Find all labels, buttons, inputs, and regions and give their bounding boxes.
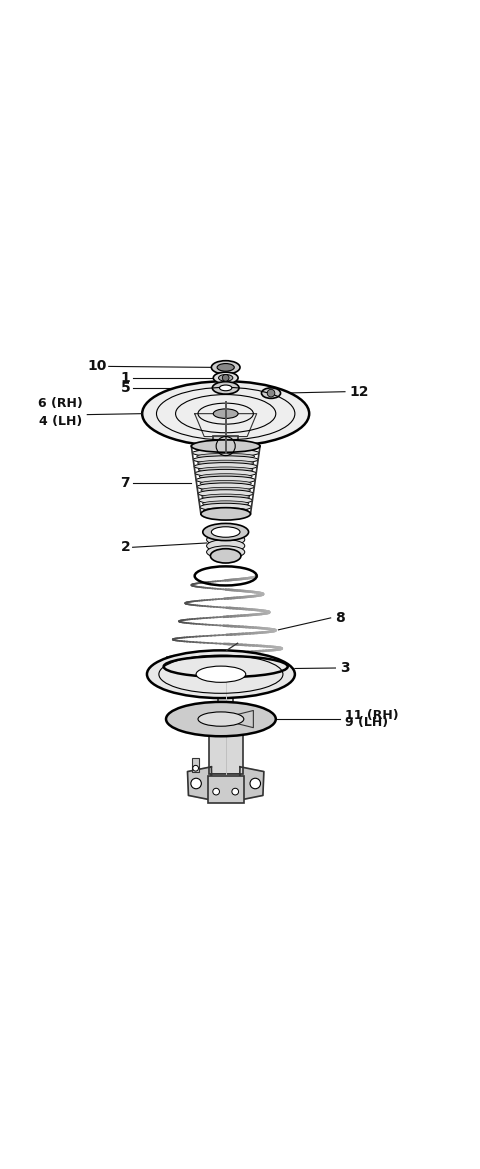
Circle shape [213, 788, 219, 795]
Ellipse shape [196, 476, 255, 484]
Ellipse shape [262, 388, 281, 399]
Bar [192, 759, 199, 772]
Text: 12: 12 [350, 385, 369, 399]
Ellipse shape [201, 487, 251, 493]
Ellipse shape [217, 364, 234, 372]
Text: 7: 7 [120, 476, 130, 490]
Text: 1: 1 [120, 371, 130, 385]
Circle shape [267, 389, 275, 397]
Ellipse shape [218, 374, 233, 381]
Ellipse shape [194, 463, 257, 470]
Text: 11 (RH): 11 (RH) [345, 710, 398, 722]
Bar [213, 436, 238, 452]
Ellipse shape [199, 473, 252, 479]
Ellipse shape [211, 527, 240, 538]
Circle shape [193, 766, 199, 772]
Ellipse shape [213, 372, 238, 383]
Text: 9 (LH): 9 (LH) [345, 717, 388, 729]
Circle shape [191, 779, 201, 789]
Circle shape [250, 779, 261, 789]
Text: 3: 3 [340, 660, 350, 675]
Ellipse shape [206, 540, 245, 552]
Polygon shape [238, 711, 253, 727]
Ellipse shape [198, 466, 253, 472]
Ellipse shape [202, 494, 250, 500]
Ellipse shape [212, 382, 239, 394]
Ellipse shape [219, 385, 232, 390]
Polygon shape [239, 767, 264, 801]
Ellipse shape [206, 546, 245, 559]
Ellipse shape [195, 470, 256, 477]
Ellipse shape [204, 507, 248, 513]
Ellipse shape [197, 483, 254, 491]
Text: 8: 8 [336, 611, 345, 625]
Ellipse shape [192, 449, 259, 457]
Ellipse shape [206, 533, 245, 546]
Ellipse shape [203, 524, 249, 540]
Text: 2: 2 [120, 540, 130, 554]
Ellipse shape [201, 507, 251, 520]
Ellipse shape [200, 504, 252, 511]
Ellipse shape [199, 497, 252, 504]
Ellipse shape [198, 712, 244, 726]
Ellipse shape [193, 456, 258, 463]
Ellipse shape [197, 454, 255, 459]
Ellipse shape [192, 440, 260, 452]
Ellipse shape [142, 381, 309, 447]
Polygon shape [195, 414, 257, 436]
Bar [208, 705, 243, 774]
Text: 6 (RH)
4 (LH): 6 (RH) 4 (LH) [38, 397, 83, 428]
Circle shape [232, 788, 239, 795]
Ellipse shape [198, 490, 253, 497]
Text: 5: 5 [120, 381, 130, 395]
Bar [207, 776, 244, 803]
Ellipse shape [200, 480, 252, 486]
Ellipse shape [196, 447, 255, 452]
Ellipse shape [203, 500, 249, 506]
Polygon shape [188, 767, 212, 801]
Text: 10: 10 [87, 359, 107, 373]
Ellipse shape [147, 650, 295, 698]
Ellipse shape [198, 461, 254, 466]
Ellipse shape [211, 361, 240, 374]
Ellipse shape [210, 548, 241, 563]
Ellipse shape [166, 701, 276, 736]
Ellipse shape [201, 510, 251, 518]
Bar [218, 676, 233, 705]
Circle shape [222, 374, 229, 381]
Bar [211, 774, 240, 787]
Ellipse shape [213, 409, 238, 419]
Ellipse shape [192, 442, 260, 450]
Ellipse shape [196, 666, 246, 683]
